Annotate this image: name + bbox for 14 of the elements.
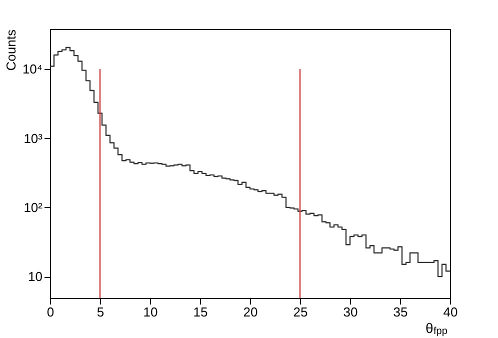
x-tick-label: 30 [343, 304, 358, 320]
x-tick-label: 15 [193, 304, 208, 320]
x-tick-label: 0 [46, 304, 54, 320]
x-tick-label: 5 [96, 304, 104, 320]
x-tick-label: 25 [293, 304, 308, 320]
x-tick-label: 40 [443, 304, 458, 320]
y-tick-label: 10 [28, 269, 42, 284]
y-axis-title: Counts [3, 29, 18, 71]
x-tick-label: 35 [393, 304, 408, 320]
x-tick-label: 10 [143, 304, 158, 320]
y-tick-label: 10⁴ [22, 62, 42, 77]
y-tick-label: 10³ [24, 130, 44, 146]
y-tick-label: 10² [24, 200, 44, 215]
x-tick-label: 20 [243, 304, 258, 320]
